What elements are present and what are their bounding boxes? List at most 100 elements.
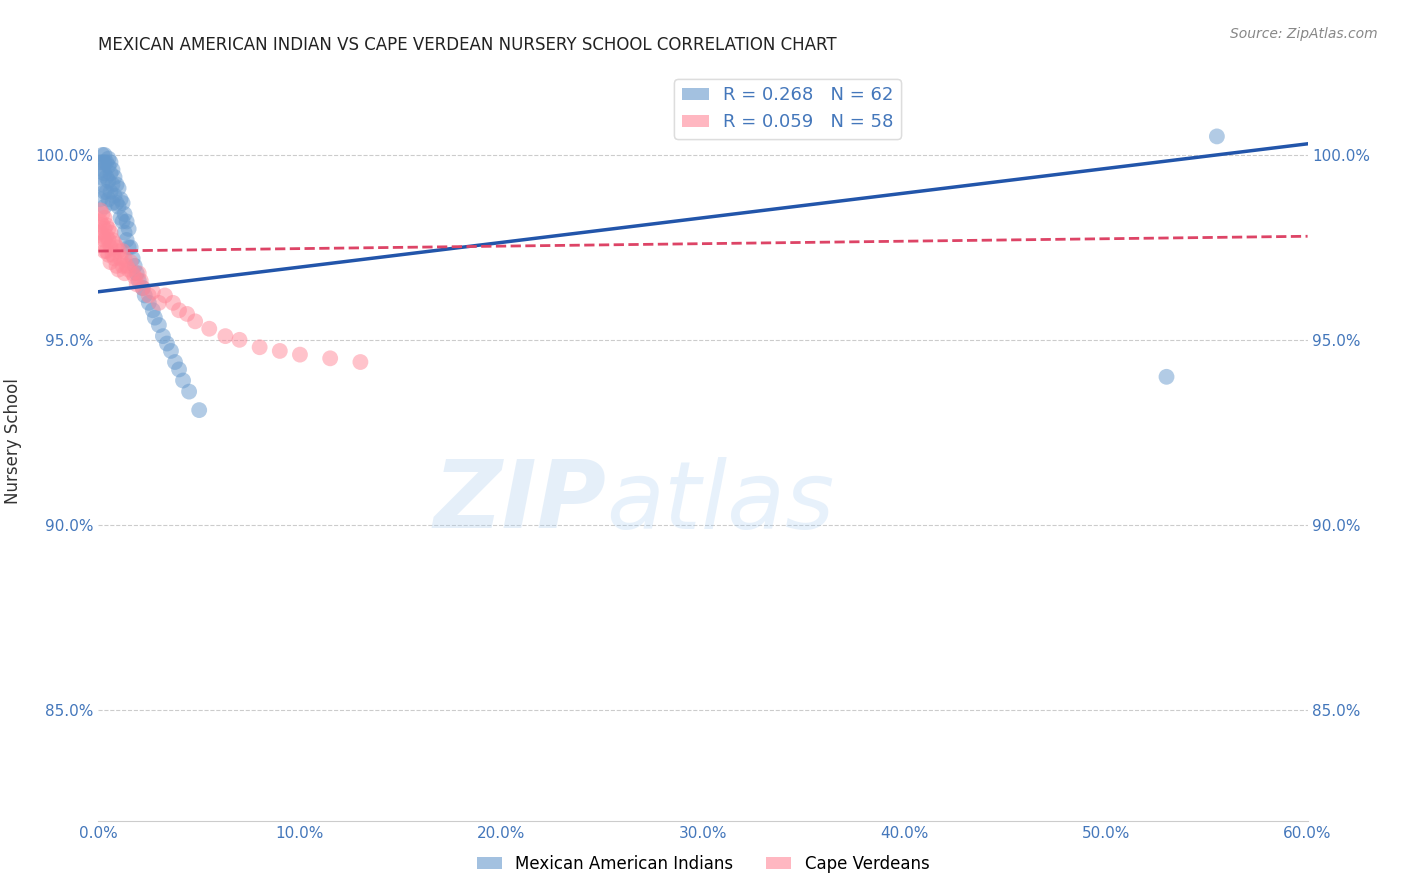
Point	[91, 162, 114, 177]
Point	[100, 255, 122, 269]
Point	[128, 266, 150, 280]
Point	[96, 244, 118, 258]
Point	[93, 222, 115, 236]
Point	[156, 336, 179, 351]
Point	[118, 240, 141, 254]
Point	[288, 348, 311, 362]
Point	[134, 288, 156, 302]
Point	[96, 155, 118, 169]
Point	[121, 252, 143, 266]
Point	[132, 281, 155, 295]
Point	[97, 248, 120, 262]
Point	[138, 296, 160, 310]
Point	[103, 252, 125, 266]
Point	[115, 259, 138, 273]
Point	[124, 269, 146, 284]
Point	[96, 218, 118, 232]
Point	[105, 178, 128, 192]
Point	[228, 333, 250, 347]
Point	[121, 266, 143, 280]
Point	[100, 240, 122, 254]
Point	[91, 155, 114, 169]
Point	[93, 155, 115, 169]
Point	[103, 188, 125, 202]
Point	[129, 274, 152, 288]
Point	[101, 178, 124, 192]
Point	[114, 266, 136, 280]
Point	[91, 148, 114, 162]
Point	[162, 296, 184, 310]
Point	[132, 281, 155, 295]
Point	[89, 236, 111, 251]
Point	[111, 214, 134, 228]
Point	[128, 274, 150, 288]
Point	[184, 314, 207, 328]
Point	[148, 296, 170, 310]
Point	[93, 166, 115, 180]
Point	[198, 322, 221, 336]
Text: atlas: atlas	[606, 457, 835, 548]
Point	[107, 262, 129, 277]
Point	[249, 340, 271, 354]
Point	[93, 148, 115, 162]
Point	[105, 259, 128, 273]
Point	[89, 192, 111, 206]
Point	[118, 222, 141, 236]
Point	[96, 170, 118, 185]
Point	[107, 244, 129, 258]
Point	[89, 226, 111, 240]
Point	[96, 185, 118, 199]
Point	[89, 155, 111, 169]
Point	[179, 384, 201, 399]
Text: ZIP: ZIP	[433, 456, 606, 549]
Point	[91, 207, 114, 221]
Point	[167, 362, 190, 376]
Point	[111, 196, 134, 211]
Point	[349, 355, 371, 369]
Point	[125, 266, 148, 280]
Point	[105, 240, 128, 254]
Point	[97, 222, 120, 236]
Point	[111, 244, 134, 258]
Point	[101, 248, 124, 262]
Point	[142, 285, 165, 299]
Point	[319, 351, 342, 366]
Point	[103, 170, 125, 185]
Point	[100, 155, 122, 169]
Point	[97, 174, 120, 188]
Point	[115, 233, 138, 247]
Point	[93, 211, 115, 225]
Legend: Mexican American Indians, Cape Verdeans: Mexican American Indians, Cape Verdeans	[470, 848, 936, 880]
Point	[93, 244, 115, 258]
Point	[269, 343, 291, 358]
Point	[138, 288, 160, 302]
Text: MEXICAN AMERICAN INDIAN VS CAPE VERDEAN NURSERY SCHOOL CORRELATION CHART: MEXICAN AMERICAN INDIAN VS CAPE VERDEAN …	[98, 36, 837, 54]
Point	[93, 185, 115, 199]
Point	[188, 403, 211, 417]
Point	[110, 192, 132, 206]
Y-axis label: Nursery School: Nursery School	[4, 378, 21, 505]
Point	[97, 233, 120, 247]
Point	[100, 166, 122, 180]
Point	[176, 307, 198, 321]
Point	[105, 196, 128, 211]
Point	[143, 310, 166, 325]
Point	[115, 214, 138, 228]
Point	[101, 233, 124, 247]
Point	[89, 214, 111, 228]
Point	[101, 162, 124, 177]
Point	[160, 343, 183, 358]
Text: Source: ZipAtlas.com: Source: ZipAtlas.com	[1230, 27, 1378, 41]
Point	[153, 288, 176, 302]
Point	[110, 252, 132, 266]
Point	[152, 329, 174, 343]
Point	[124, 259, 146, 273]
Point	[114, 226, 136, 240]
Point	[114, 207, 136, 221]
Point	[97, 159, 120, 173]
Point	[111, 259, 134, 273]
Point	[163, 355, 186, 369]
Point	[148, 318, 170, 332]
Point	[91, 178, 114, 192]
Legend: R = 0.268   N = 62, R = 0.059   N = 58: R = 0.268 N = 62, R = 0.059 N = 58	[675, 79, 901, 138]
